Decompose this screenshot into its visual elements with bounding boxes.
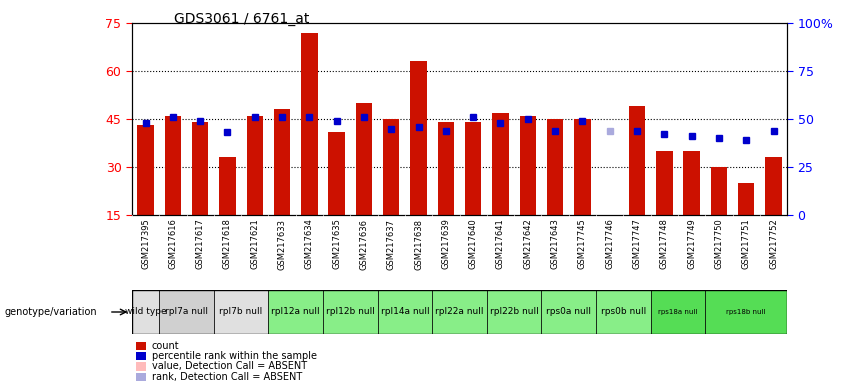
Bar	[683, 151, 700, 215]
Bar	[629, 106, 645, 215]
Text: rps18b null: rps18b null	[727, 309, 766, 315]
Bar	[574, 119, 591, 215]
Bar	[268, 290, 323, 334]
Text: rpl7a null: rpl7a null	[165, 308, 208, 316]
Bar	[547, 119, 563, 215]
Bar	[136, 342, 146, 350]
Bar	[596, 290, 651, 334]
Text: count: count	[151, 341, 180, 351]
Bar	[214, 290, 268, 334]
Bar	[465, 122, 482, 215]
Bar	[165, 116, 181, 215]
Bar	[705, 290, 787, 334]
Text: GSM217618: GSM217618	[223, 218, 232, 270]
Text: GSM217639: GSM217639	[442, 218, 450, 270]
Text: rank, Detection Call = ABSENT: rank, Detection Call = ABSENT	[151, 372, 302, 382]
Bar	[132, 290, 159, 334]
Bar	[274, 109, 290, 215]
Text: rps0b null: rps0b null	[601, 308, 646, 316]
Bar	[323, 290, 378, 334]
Bar	[432, 290, 487, 334]
Bar	[493, 113, 509, 215]
Text: GSM217643: GSM217643	[551, 218, 560, 270]
Text: GSM217617: GSM217617	[196, 218, 204, 270]
Bar	[738, 183, 755, 215]
Text: GSM217635: GSM217635	[332, 218, 341, 270]
Bar	[136, 362, 146, 371]
Bar	[656, 151, 672, 215]
Bar	[541, 290, 596, 334]
Text: rps0a null: rps0a null	[546, 308, 591, 316]
Bar	[602, 215, 618, 247]
Bar	[410, 61, 427, 215]
Text: GSM217748: GSM217748	[660, 218, 669, 270]
Text: GDS3061 / 6761_at: GDS3061 / 6761_at	[174, 12, 310, 25]
Text: GSM217745: GSM217745	[578, 218, 587, 269]
Text: GSM217642: GSM217642	[523, 218, 532, 269]
Bar	[487, 290, 541, 334]
Text: genotype/variation: genotype/variation	[4, 307, 97, 317]
Bar	[159, 290, 214, 334]
Bar	[651, 290, 705, 334]
Text: GSM217750: GSM217750	[715, 218, 723, 269]
Text: rpl7b null: rpl7b null	[220, 308, 263, 316]
Text: rpl22a null: rpl22a null	[436, 308, 483, 316]
Text: rpl22b null: rpl22b null	[490, 308, 539, 316]
Bar	[383, 119, 399, 215]
Bar	[378, 290, 432, 334]
Text: percentile rank within the sample: percentile rank within the sample	[151, 351, 317, 361]
Text: GSM217746: GSM217746	[605, 218, 614, 270]
Bar	[137, 126, 154, 215]
Text: rpl12b null: rpl12b null	[326, 308, 374, 316]
Text: value, Detection Call = ABSENT: value, Detection Call = ABSENT	[151, 361, 306, 371]
Text: rpl12a null: rpl12a null	[271, 308, 320, 316]
Text: rps18a null: rps18a null	[659, 309, 698, 315]
Text: GSM217751: GSM217751	[742, 218, 751, 269]
Text: wild type: wild type	[125, 308, 166, 316]
Text: GSM217749: GSM217749	[687, 218, 696, 269]
Bar	[356, 103, 372, 215]
Bar	[220, 157, 236, 215]
Text: GSM217640: GSM217640	[469, 218, 477, 269]
Bar	[136, 352, 146, 361]
Text: GSM217752: GSM217752	[769, 218, 778, 269]
Text: GSM217747: GSM217747	[632, 218, 642, 270]
Bar	[437, 122, 454, 215]
Text: GSM217636: GSM217636	[359, 218, 368, 270]
Text: GSM217634: GSM217634	[305, 218, 314, 270]
Text: GSM217621: GSM217621	[250, 218, 260, 269]
Text: GSM217641: GSM217641	[496, 218, 505, 269]
Text: rpl14a null: rpl14a null	[380, 308, 429, 316]
Bar	[136, 373, 146, 381]
Text: GSM217637: GSM217637	[387, 218, 396, 270]
Bar	[328, 132, 345, 215]
Bar	[247, 116, 263, 215]
Text: GSM217395: GSM217395	[141, 218, 150, 269]
Bar	[711, 167, 727, 215]
Bar	[520, 116, 536, 215]
Text: GSM217638: GSM217638	[414, 218, 423, 270]
Bar	[301, 33, 317, 215]
Bar	[192, 122, 208, 215]
Text: GSM217633: GSM217633	[277, 218, 287, 270]
Text: GSM217616: GSM217616	[168, 218, 177, 270]
Bar	[765, 157, 782, 215]
